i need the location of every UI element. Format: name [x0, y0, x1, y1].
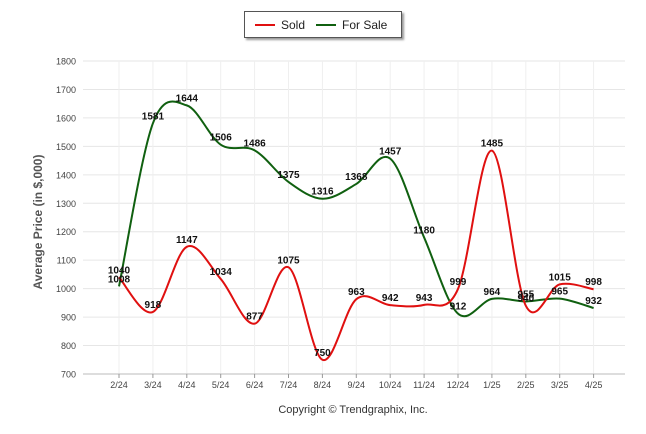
data-label-sold: 1034 — [210, 267, 233, 278]
data-label-sold: 750 — [314, 348, 331, 359]
y-tick-label: 1100 — [57, 256, 76, 266]
data-label-for-sale: 1457 — [379, 147, 402, 158]
x-tick-label: 5/24 — [212, 380, 230, 390]
legend-swatch-for-sale — [316, 23, 336, 26]
data-label-sold: 942 — [382, 293, 399, 304]
data-label-for-sale: 1644 — [176, 93, 199, 104]
x-tick-label: 12/24 — [447, 380, 470, 390]
copyright-footer: Copyright © Trendgraphix, Inc. — [278, 404, 427, 416]
x-tick-label: 3/25 — [551, 380, 569, 390]
legend: Sold For Sale — [244, 11, 402, 38]
legend-label-for-sale: For Sale — [342, 17, 388, 32]
data-label-for-sale: 964 — [484, 287, 501, 298]
x-tick-label: 4/24 — [178, 380, 196, 390]
data-label-sold: 1147 — [176, 235, 198, 246]
data-label-sold: 1015 — [549, 272, 572, 283]
x-tick-label: 9/24 — [348, 380, 366, 390]
data-label-sold: 998 — [585, 277, 602, 288]
series-line-for-sale — [118, 100, 594, 318]
data-label-for-sale: 912 — [450, 302, 467, 313]
y-tick-label: 1300 — [56, 199, 76, 209]
data-label-sold: 1485 — [481, 139, 504, 150]
y-tick-label: 700 — [61, 370, 76, 380]
data-label-for-sale: 1581 — [142, 111, 165, 122]
data-label-sold: 999 — [450, 277, 467, 288]
data-label-sold: 1040 — [108, 265, 131, 276]
data-label-for-sale: 1506 — [210, 133, 233, 144]
x-tick-label: 3/24 — [144, 380, 162, 390]
data-label-sold: 877 — [246, 312, 263, 323]
data-label-for-sale: 1316 — [311, 187, 334, 198]
y-axis-ticks: 700 800 900 1000 1100 1200 1300 1400 1500 1600 170… — [56, 57, 76, 380]
data-label-for-sale: 1368 — [345, 172, 368, 183]
data-label-for-sale: 932 — [585, 296, 602, 307]
y-tick-label: 1000 — [56, 284, 76, 294]
data-label-for-sale: 1008 — [108, 274, 131, 285]
legend-swatch-sold — [255, 23, 275, 26]
x-tick-label: 1/25 — [483, 380, 501, 390]
y-tick-label: 1500 — [56, 142, 76, 152]
data-label-sold: 940 — [517, 294, 534, 305]
x-tick-label: 2/25 — [517, 380, 535, 390]
x-tick-label: 11/24 — [413, 380, 435, 390]
data-label-sold: 943 — [416, 293, 433, 304]
data-label-for-sale: 965 — [551, 287, 568, 298]
data-label-for-sale: 955 — [517, 289, 534, 300]
legend-label-sold: Sold — [281, 17, 306, 32]
data-label-sold: 1075 — [277, 255, 300, 266]
x-tick-label: 6/24 — [246, 380, 264, 390]
x-axis-ticks: 2/24 3/24 4/24 5/24 6/24 7/24 8/24 9/24 10/24 11/… — [110, 374, 602, 390]
data-label-for-sale: 1375 — [277, 170, 300, 181]
x-tick-label: 2/24 — [110, 380, 128, 390]
y-tick-label: 900 — [61, 313, 76, 323]
data-label-sold: 918 — [145, 300, 162, 311]
x-tick-label: 7/24 — [280, 380, 298, 390]
y-axis-title: Average Price (in $,000) — [31, 155, 45, 290]
data-labels: 1040 918 1147 1034 877 1075 750 963 942 943 999 148… — [108, 93, 603, 358]
y-tick-label: 800 — [61, 341, 76, 351]
data-label-for-sale: 1180 — [413, 225, 435, 236]
x-tick-label: 8/24 — [314, 380, 332, 390]
data-label-for-sale: 1486 — [243, 138, 266, 149]
y-tick-label: 1700 — [56, 85, 76, 95]
y-tick-label: 1200 — [56, 227, 76, 237]
x-tick-label: 10/24 — [379, 380, 402, 390]
series-line-sold — [118, 149, 594, 361]
data-label-sold: 963 — [348, 287, 365, 298]
legend-item-for-sale[interactable]: For Sale — [316, 12, 387, 37]
x-tick-label: 4/25 — [585, 380, 603, 390]
y-tick-label: 1600 — [56, 113, 76, 123]
legend-item-sold[interactable]: Sold — [255, 12, 305, 37]
grid-lines — [83, 60, 625, 375]
series-lines — [118, 100, 594, 361]
y-tick-label: 1800 — [56, 57, 76, 67]
y-tick-label: 1400 — [56, 170, 76, 180]
